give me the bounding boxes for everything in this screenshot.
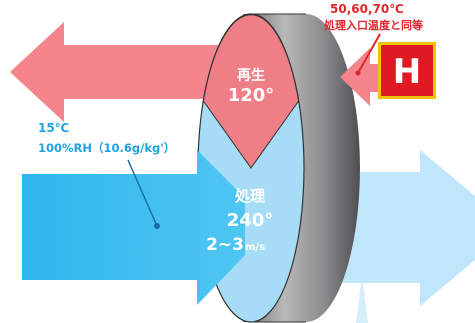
process-velocity-value: 2~3: [206, 235, 244, 255]
process-zone-title: 処理: [234, 187, 265, 205]
regen-exhaust-arrow: [10, 22, 240, 122]
regen-temp-note: 処理入口温度と同等: [323, 18, 423, 32]
heater-box-icon: H: [378, 42, 436, 99]
process-zone-angle: 240°: [227, 210, 274, 231]
regen-zone-sector: [202, 14, 300, 169]
note-pointer-line: [357, 33, 381, 74]
regen-zone-angle: 120°: [228, 85, 275, 106]
inlet-pointer-line: [127, 159, 158, 227]
process-velocity-unit: m/s: [245, 242, 265, 253]
heater-letter: H: [393, 52, 421, 92]
outlet-sample-marker: [356, 276, 368, 323]
process-inlet-arrow: [22, 150, 245, 305]
inlet-humidity-label: 100%RH（10.6g/kg'）: [38, 141, 175, 155]
inlet-temp-label: 15℃: [38, 121, 69, 135]
regen-inlet-arrow: [340, 48, 390, 106]
regen-zone-title: 再生: [237, 67, 265, 84]
regen-temp-options: 50,60,70℃: [330, 2, 404, 16]
